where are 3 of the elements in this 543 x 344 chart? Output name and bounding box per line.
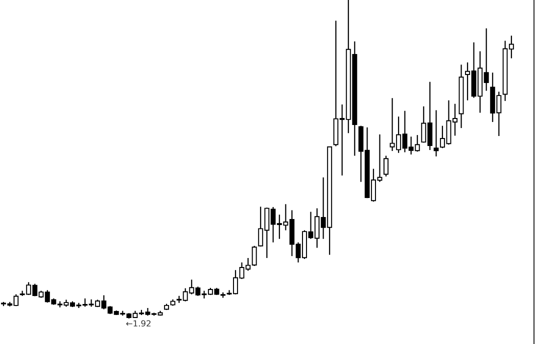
candlestick	[434, 110, 439, 157]
candlestick	[384, 155, 389, 178]
text: ←1.92	[126, 320, 150, 327]
